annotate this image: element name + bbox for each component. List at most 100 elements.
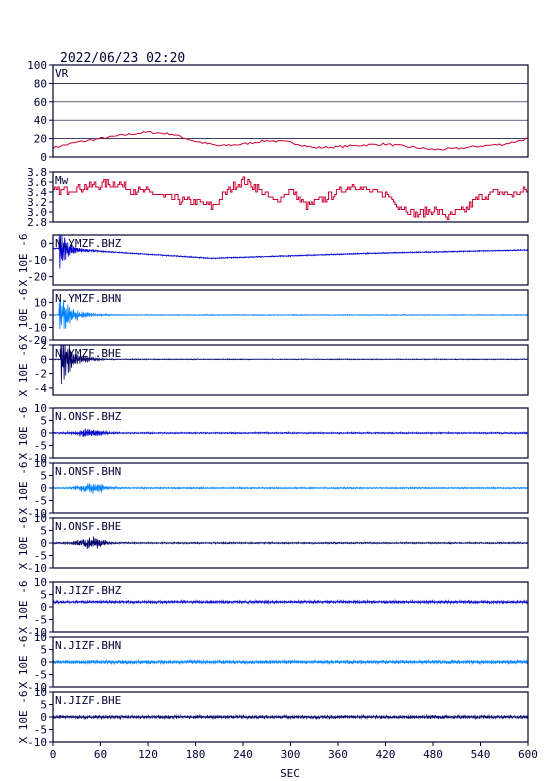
trace-n-jizf-bhz [52, 599, 529, 606]
y-tick-label: 100 [27, 59, 47, 72]
y-tick-label: 5 [40, 589, 47, 602]
y-tick-label: 10 [34, 402, 47, 415]
y-tick-label: 10 [34, 686, 47, 699]
panel-frame [52, 64, 529, 158]
y-unit-label: X 10E -6 [17, 462, 30, 515]
y-tick-label: 0 [40, 482, 47, 495]
x-tick-label: 240 [233, 748, 253, 761]
y-tick-label: -10 [27, 626, 47, 639]
x-tick-label: 300 [281, 748, 301, 761]
y-tick-label: 5 [40, 415, 47, 428]
x-tick-label: 360 [328, 748, 348, 761]
y-tick-label: 0 [40, 656, 47, 669]
panel-label: VR [55, 67, 69, 80]
trace-n-ymzf-bhz [52, 234, 529, 269]
y-tick-label: -10 [27, 736, 47, 749]
panel-label: N.JIZF.BHE [55, 694, 121, 707]
trace-n-onsf-bhe [52, 536, 529, 550]
y-unit-label: X 10E -6 [17, 407, 30, 460]
y-tick-label: 80 [34, 77, 47, 90]
y-tick-label: 5 [40, 644, 47, 657]
panel-vr: 100 80 60 40 20 0 VR [27, 59, 529, 164]
panel-frame [52, 171, 529, 223]
y-tick-label: -10 [27, 507, 47, 520]
y-unit-label: X 10E -6 [17, 344, 30, 397]
x-tick-label: 600 [518, 748, 538, 761]
trace-n-ymzf-bhe [52, 344, 529, 385]
y-tick-label: -10 [27, 562, 47, 575]
panels: 100806040200VR3.83.63.43.23.02.8Mw0-10-2… [17, 59, 529, 749]
trace-n-onsf-bhn [52, 483, 529, 494]
x-tick-label: 60 [94, 748, 107, 761]
x-tick-label: 180 [186, 748, 206, 761]
y-tick-label: 5 [40, 699, 47, 712]
panel-n-ymzf-bhn: 100-10-20 N.YMZF.BHN X 10E -6 [17, 289, 529, 347]
panel-label: N.ONSF.BHZ [55, 410, 122, 423]
panel-label: Mw [55, 174, 69, 187]
trace-n-ymzf-bhn [52, 299, 529, 330]
y-tick-label: -5 [34, 550, 47, 563]
y-tick-label: -5 [34, 614, 47, 627]
y-tick-label: -10 [27, 681, 47, 694]
panel-label: N.JIZF.BHN [55, 639, 121, 652]
y-tick-label: 10 [34, 576, 47, 589]
y-tick-label: 5 [40, 470, 47, 483]
panel-mw: 3.83.63.43.23.02.8 Mw [27, 166, 529, 229]
panel-frame [52, 581, 529, 633]
panel-frame [52, 234, 529, 286]
y-unit-label: X 10E -6 [17, 581, 30, 634]
y-unit-label: X 10E -6 [17, 234, 30, 287]
y-tick-label: 60 [34, 96, 47, 109]
y-tick-label: 3.6 [27, 176, 47, 189]
y-tick-label: -20 [27, 334, 47, 347]
panel-frame [52, 344, 529, 396]
y-tick-label: 10 [34, 512, 47, 525]
panel-label: N.ONSF.BHN [55, 465, 121, 478]
panel-label: N.JIZF.BHZ [55, 584, 122, 597]
y-tick-label: 10 [34, 631, 47, 644]
x-tick-label: 120 [138, 748, 158, 761]
trace-n-onsf-bhz [52, 428, 529, 437]
y-tick-label: 10 [34, 297, 47, 310]
y-tick-label: 3.4 [27, 186, 47, 199]
y-tick-label: -5 [34, 724, 47, 737]
trace-n-jizf-bhe [52, 713, 529, 721]
y-tick-label: 40 [34, 114, 47, 127]
y-tick-label: 5 [40, 525, 47, 538]
y-tick-label: 3.0 [27, 206, 47, 219]
y-unit-label: X 10E -6 [17, 636, 30, 689]
y-tick-label: 0 [40, 601, 47, 614]
panel-label: N.YMZF.BHE [55, 347, 121, 360]
x-tick-label: 0 [50, 748, 57, 761]
panel-label: N.YMZF.BHZ [55, 237, 122, 250]
y-tick-label: 3.2 [27, 196, 47, 209]
timestamp: 2022/06/23 02:20 [60, 51, 185, 66]
y-tick-label: -5 [34, 669, 47, 682]
y-tick-label: -10 [27, 322, 47, 335]
panel-n-ymzf-bhe: 20 -2-4 N.YMZF.BHE X 10E -6 [17, 339, 529, 397]
y-tick-label: -10 [27, 452, 47, 465]
y-tick-label: -10 [27, 254, 47, 267]
y-tick-label: 3.8 [27, 166, 47, 179]
y-tick-label: 10 [34, 457, 47, 470]
y-tick-label: -5 [34, 440, 47, 453]
y-tick-label: -2 [34, 368, 47, 381]
y-unit-label: X 10E -6 [17, 289, 30, 342]
y-tick-label: 0 [40, 237, 47, 250]
trace-vr [52, 130, 529, 151]
x-tick-label: 420 [376, 748, 396, 761]
y-tick-label: 0 [40, 353, 47, 366]
panel-label: N.ONSF.BHE [55, 520, 121, 533]
y-tick-label: 2.8 [27, 216, 47, 229]
x-tick-label: 540 [471, 748, 491, 761]
y-unit-label: X 10E -6 [17, 517, 30, 570]
panel-label: N.YMZF.BHN [55, 292, 121, 305]
y-tick-label: 0 [40, 151, 47, 164]
y-tick-label: -4 [34, 382, 48, 395]
